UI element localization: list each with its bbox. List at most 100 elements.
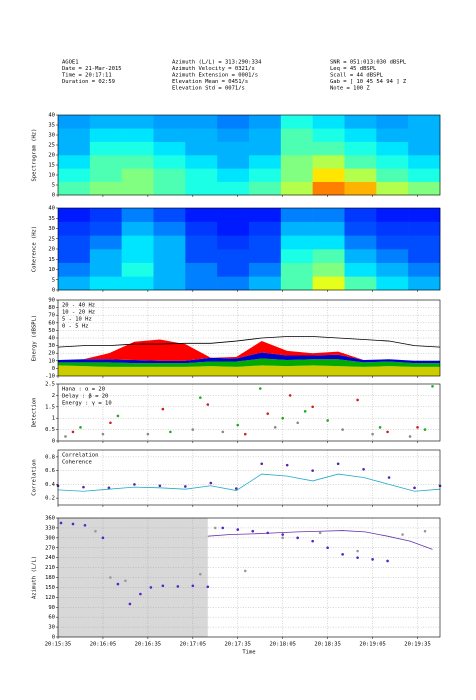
heatmap-cell: [217, 262, 250, 277]
heatmap-cell: [58, 155, 91, 169]
y-tick-label: 70: [48, 313, 55, 319]
point: [326, 546, 329, 550]
point: [133, 483, 136, 486]
y-tick-label: 20: [48, 351, 55, 357]
heatmap-cell: [153, 128, 186, 142]
heatmap-cell: [89, 235, 122, 250]
y-tick-label: 30: [48, 625, 55, 631]
x-tick-label: 20:19:05: [359, 642, 386, 648]
point: [128, 602, 132, 606]
point: [199, 396, 202, 399]
heatmap-cell: [408, 249, 441, 263]
point: [273, 426, 277, 429]
shaded-region: [58, 518, 208, 637]
heatmap-cell: [376, 155, 409, 169]
heatmap-cell: [344, 262, 377, 277]
y-tick-label: 150: [45, 585, 55, 591]
heatmap-cell: [280, 262, 313, 277]
y-tick-label: 0: [52, 288, 55, 294]
point: [116, 414, 120, 418]
point: [416, 426, 419, 429]
heatmap-cell: [376, 262, 409, 277]
heatmap-cell: [217, 168, 250, 182]
point: [146, 432, 150, 436]
y-tick-label: 0: [52, 439, 55, 445]
y-tick-label: 1: [52, 416, 55, 422]
y-tick-label: 60: [48, 615, 55, 621]
panel-frame: [57, 449, 441, 506]
header-text: Azimuth Velocity = 0321/s: [172, 66, 255, 72]
legend-entry: Energy : γ = 10: [62, 401, 112, 407]
point: [161, 407, 165, 411]
heatmap-cell: [408, 168, 441, 182]
y-tick-label: 30: [48, 343, 55, 349]
heatmap-cell: [312, 262, 345, 277]
heatmap-cell: [58, 141, 91, 156]
heatmap-cell: [89, 141, 122, 156]
point: [296, 421, 299, 425]
heatmap-cell: [312, 249, 345, 263]
y-tick-label: 40: [48, 206, 55, 212]
heatmap-cell: [376, 181, 409, 196]
heatmap-cell: [312, 181, 345, 196]
y-tick-label: 15: [48, 163, 55, 169]
heatmap-cell: [185, 181, 218, 196]
heatmap-cell: [89, 128, 122, 142]
point: [158, 484, 162, 488]
heatmap-cell: [249, 276, 282, 291]
heatmap-cell: [217, 128, 250, 142]
heatmap-cell: [121, 249, 154, 263]
header-text: Leq = 45 dBSPL: [330, 66, 377, 72]
stacked-area: [58, 352, 440, 364]
point: [362, 467, 365, 471]
line: [57, 336, 441, 348]
point: [209, 481, 213, 485]
legend-entry: 20 - 40 Hz: [62, 303, 95, 309]
y-tick-label: 240: [45, 555, 55, 561]
heatmap-cell: [153, 155, 186, 169]
heatmap-cell: [408, 128, 441, 142]
point: [431, 384, 434, 388]
point: [213, 526, 217, 530]
heatmap-cell: [185, 208, 218, 222]
heatmap-cell: [376, 249, 409, 263]
heatmap-cell: [376, 141, 409, 156]
y-tick-label: 1.5: [45, 404, 55, 410]
header-text: Duration = 02:59: [62, 79, 115, 85]
y-axis-label: Azimuth (L/L): [32, 556, 38, 599]
heatmap-cell: [153, 181, 186, 196]
y-tick-label: -10: [45, 374, 55, 380]
header-text: Azimuth (L/L) = 313:290:334: [172, 60, 262, 66]
heatmap-cell: [249, 208, 282, 222]
y-tick-label: 0.6: [45, 468, 55, 474]
point: [326, 419, 329, 422]
y-tick-label: 35: [48, 123, 55, 129]
point: [266, 412, 270, 415]
point: [378, 426, 382, 429]
heatmap-cell: [89, 155, 122, 169]
heatmap-cell: [58, 115, 91, 129]
y-tick-label: 40: [48, 336, 55, 342]
point: [94, 529, 97, 533]
point: [234, 487, 238, 490]
stacked-area: [58, 358, 440, 367]
heatmap-cell: [280, 155, 313, 169]
point: [386, 430, 389, 434]
heatmap-cell: [249, 115, 282, 129]
point: [109, 421, 112, 425]
point: [423, 529, 427, 533]
point: [243, 432, 247, 436]
heatmap-cell: [344, 168, 377, 182]
heatmap-cell: [249, 155, 282, 169]
y-tick-label: 180: [45, 575, 55, 581]
heatmap-cell: [58, 208, 91, 222]
point: [311, 469, 314, 472]
y-tick-label: 5: [52, 277, 55, 283]
header-text: AGOE1: [62, 60, 79, 66]
heatmap-cell: [376, 221, 409, 236]
heatmap-cell: [344, 181, 377, 196]
heatmap-cell: [153, 262, 186, 277]
heatmap-cell: [344, 155, 377, 169]
header-text: Elevation Mean = 0451/s: [172, 79, 248, 85]
heatmap-cell: [408, 181, 441, 196]
